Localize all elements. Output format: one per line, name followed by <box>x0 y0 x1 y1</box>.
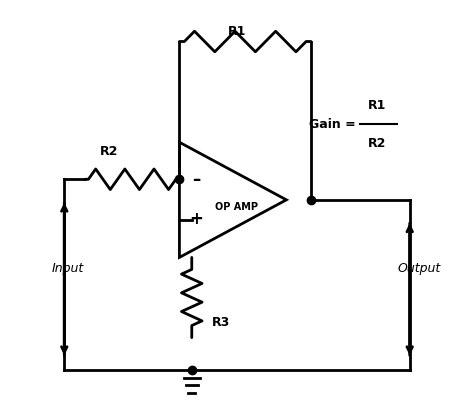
Text: Gain =: Gain = <box>309 118 360 131</box>
Text: R1: R1 <box>368 99 386 112</box>
Text: Output: Output <box>397 261 441 275</box>
Text: OP AMP: OP AMP <box>216 202 258 211</box>
Text: R1: R1 <box>228 25 246 38</box>
Text: R2: R2 <box>100 144 118 157</box>
Text: R3: R3 <box>212 315 230 328</box>
Text: Input: Input <box>52 261 84 275</box>
Text: R2: R2 <box>368 137 386 150</box>
Text: +: + <box>189 210 203 228</box>
Text: –: – <box>192 171 200 189</box>
